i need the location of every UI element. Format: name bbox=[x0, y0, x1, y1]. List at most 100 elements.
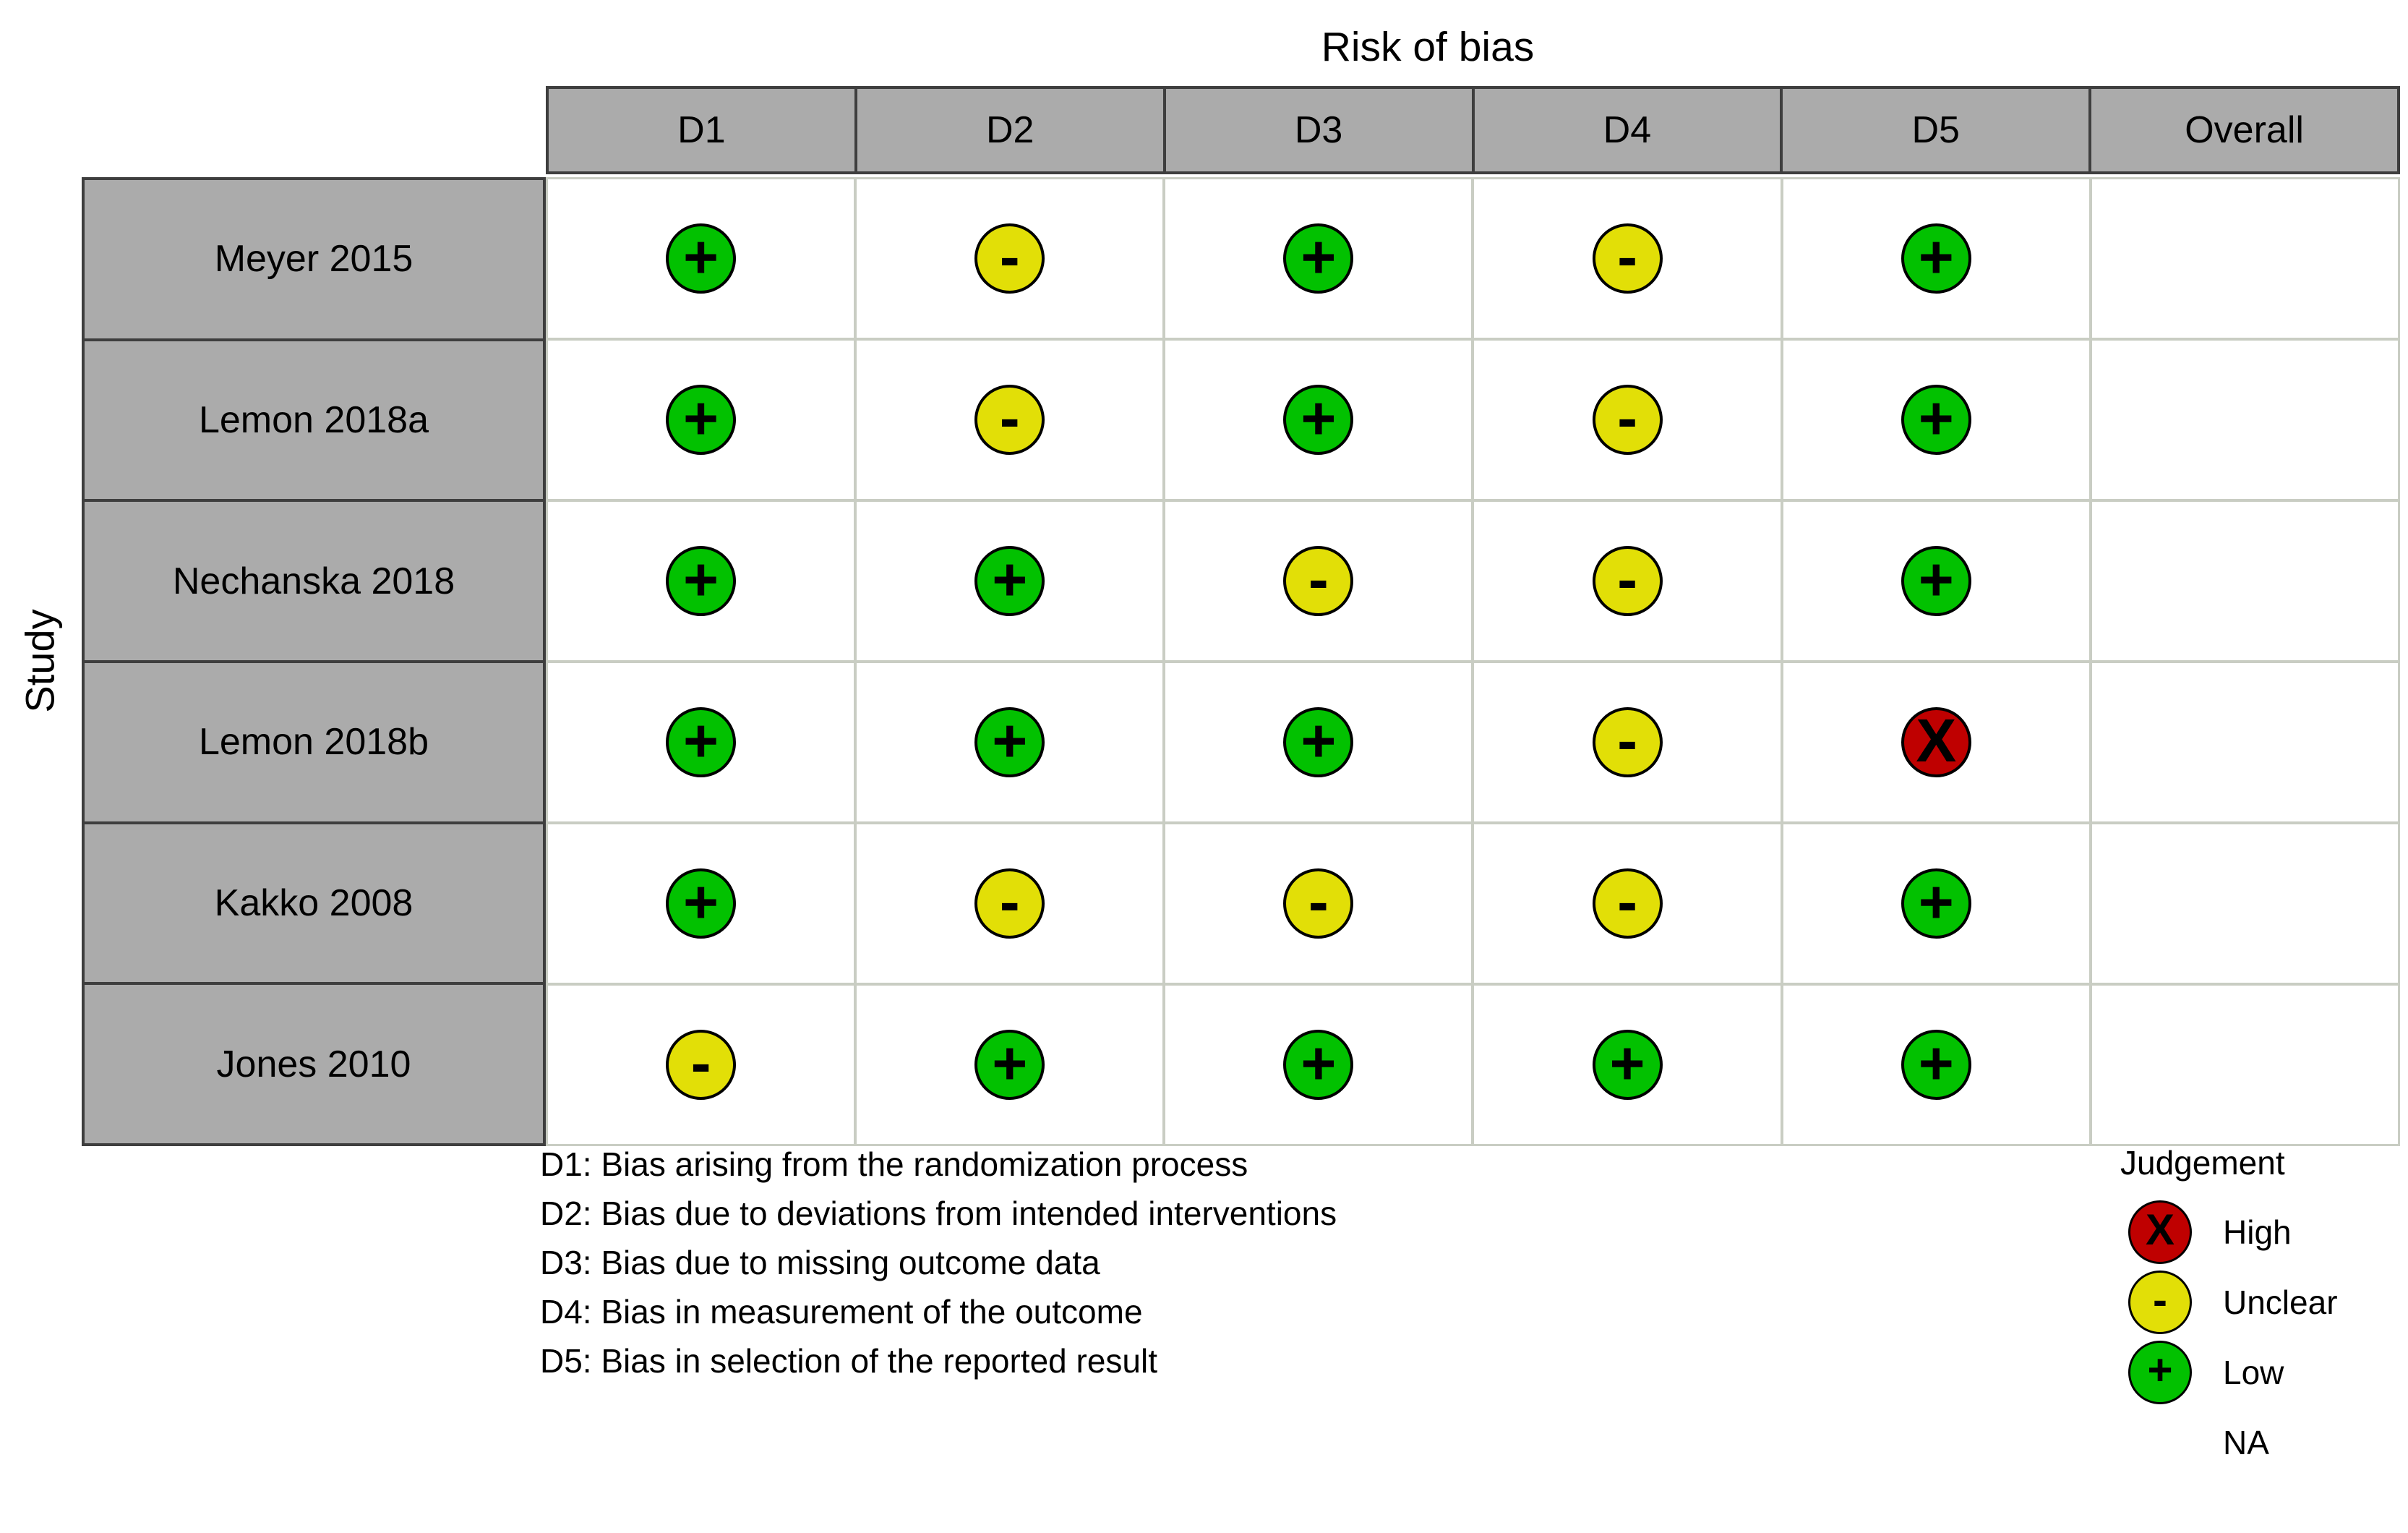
judgement-unclear-icon: - bbox=[1592, 868, 1663, 939]
judgement-legend: Judgement X High - Unclear + Low NA bbox=[2120, 1146, 2408, 1477]
legend-high-icon: X bbox=[2128, 1200, 2192, 1264]
column-header-d2: D2 bbox=[857, 89, 1163, 171]
judgement-unclear-icon: - bbox=[1283, 868, 1354, 939]
judgement-low-icon: + bbox=[1283, 223, 1354, 294]
judgement-cell-d5: + bbox=[1783, 179, 2089, 338]
judgement-matrix: + - + - + + - + - + + + - - + + + + - X + - - - + - + + + + bbox=[546, 177, 2400, 1146]
judgement-unclear-icon: - bbox=[974, 223, 1045, 294]
judgement-cell-d3: + bbox=[1165, 663, 1472, 821]
judgement-cell-d2: - bbox=[857, 824, 1163, 983]
judgement-unclear-icon: - bbox=[974, 868, 1045, 939]
judgement-low-icon: + bbox=[1283, 707, 1354, 777]
domain-footnotes: D1: Bias arising from the randomization … bbox=[540, 1140, 1337, 1385]
legend-item-label: NA bbox=[2223, 1423, 2269, 1461]
judgement-cell-d2: - bbox=[857, 179, 1163, 338]
judgement-cell-d4: - bbox=[1474, 502, 1781, 660]
domain-footnote: D4: Bias in measurement of the outcome bbox=[540, 1293, 1143, 1331]
column-header-d1: D1 bbox=[549, 89, 854, 171]
judgement-unclear-icon: - bbox=[666, 1030, 737, 1100]
legend-unclear-icon: - bbox=[2128, 1270, 2192, 1334]
legend-items: X High - Unclear + Low NA bbox=[2120, 1197, 2408, 1477]
judgement-cell-overall bbox=[2091, 824, 2398, 983]
study-row-label: Nechanska 2018 bbox=[85, 502, 543, 660]
judgement-low-icon: + bbox=[974, 1030, 1045, 1100]
legend-item-unclear: - Unclear bbox=[2120, 1267, 2408, 1337]
judgement-cell-d1: + bbox=[548, 341, 854, 499]
judgement-cell-d2: + bbox=[857, 502, 1163, 660]
judgement-low-icon: + bbox=[974, 546, 1045, 616]
domain-footnote: D5: Bias in selection of the reported re… bbox=[540, 1342, 1158, 1380]
judgement-cell-d4: - bbox=[1474, 341, 1781, 499]
judgement-cell-overall bbox=[2091, 663, 2398, 821]
judgement-cell-overall bbox=[2091, 341, 2398, 499]
judgement-unclear-icon: - bbox=[1592, 546, 1663, 616]
judgement-cell-d1: + bbox=[548, 824, 854, 983]
judgement-low-icon: + bbox=[1592, 1030, 1663, 1100]
legend-title: Judgement bbox=[2120, 1144, 2285, 1182]
judgement-high-icon: X bbox=[1901, 707, 1971, 777]
judgement-low-icon: + bbox=[1901, 1030, 1971, 1100]
legend-item-na: NA bbox=[2120, 1407, 2408, 1477]
judgement-unclear-icon: - bbox=[974, 385, 1045, 455]
judgement-cell-d5: X bbox=[1783, 663, 2089, 821]
judgement-cell-d5: + bbox=[1783, 824, 2089, 983]
judgement-cell-d4: - bbox=[1474, 663, 1781, 821]
study-label-column: Meyer 2015 Lemon 2018a Nechanska 2018 Lemon… bbox=[82, 177, 546, 1146]
judgement-cell-d5: + bbox=[1783, 986, 2089, 1144]
judgement-cell-d4: - bbox=[1474, 824, 1781, 983]
column-header-d3: D3 bbox=[1165, 89, 1472, 171]
judgement-low-icon: + bbox=[666, 223, 737, 294]
judgement-low-icon: + bbox=[1283, 385, 1354, 455]
legend-item-label: Low bbox=[2223, 1353, 2284, 1391]
judgement-low-icon: + bbox=[1901, 546, 1971, 616]
judgement-low-icon: + bbox=[1901, 223, 1971, 294]
chart-title: Risk of bias bbox=[1321, 24, 1535, 70]
judgement-cell-d2: + bbox=[857, 663, 1163, 821]
legend-item-label: High bbox=[2223, 1213, 2292, 1251]
judgement-cell-d3: - bbox=[1165, 502, 1472, 660]
judgement-cell-d3: + bbox=[1165, 341, 1472, 499]
judgement-cell-d4: + bbox=[1474, 986, 1781, 1144]
domain-footnote: D2: Bias due to deviations from intended… bbox=[540, 1195, 1337, 1232]
judgement-cell-d2: + bbox=[857, 986, 1163, 1144]
legend-low-icon: + bbox=[2128, 1340, 2192, 1404]
judgement-cell-overall bbox=[2091, 179, 2398, 338]
judgement-low-icon: + bbox=[666, 385, 737, 455]
legend-item-high: X High bbox=[2120, 1197, 2408, 1267]
judgement-cell-d4: - bbox=[1474, 179, 1781, 338]
judgement-cell-d5: + bbox=[1783, 502, 2089, 660]
judgement-cell-d3: + bbox=[1165, 179, 1472, 338]
column-header-overall: Overall bbox=[2091, 89, 2397, 171]
judgement-cell-overall bbox=[2091, 502, 2398, 660]
judgement-cell-d1: - bbox=[548, 986, 854, 1144]
judgement-cell-overall bbox=[2091, 986, 2398, 1144]
study-row-label: Lemon 2018a bbox=[85, 341, 543, 500]
judgement-low-icon: + bbox=[1901, 385, 1971, 455]
column-header-d4: D4 bbox=[1474, 89, 1781, 171]
legend-item-low: + Low bbox=[2120, 1337, 2408, 1407]
judgement-unclear-icon: - bbox=[1283, 546, 1354, 616]
judgement-unclear-icon: - bbox=[1592, 223, 1663, 294]
judgement-low-icon: + bbox=[974, 707, 1045, 777]
judgement-unclear-icon: - bbox=[1592, 385, 1663, 455]
judgement-cell-d1: + bbox=[548, 663, 854, 821]
domain-footnote: D1: Bias arising from the randomization … bbox=[540, 1145, 1248, 1183]
study-row-label: Jones 2010 bbox=[85, 985, 543, 1143]
judgement-unclear-icon: - bbox=[1592, 707, 1663, 777]
judgement-cell-d1: + bbox=[548, 502, 854, 660]
study-row-label: Meyer 2015 bbox=[85, 180, 543, 338]
domain-header-row: D1 D2 D3 D4 D5 Overall bbox=[546, 86, 2400, 174]
judgement-low-icon: + bbox=[666, 707, 737, 777]
judgement-low-icon: + bbox=[1901, 868, 1971, 939]
judgement-low-icon: + bbox=[666, 546, 737, 616]
column-header-d5: D5 bbox=[1783, 89, 2089, 171]
judgement-low-icon: + bbox=[1283, 1030, 1354, 1100]
judgement-low-icon: + bbox=[666, 868, 737, 939]
legend-item-label: Unclear bbox=[2223, 1283, 2338, 1321]
judgement-cell-d3: - bbox=[1165, 824, 1472, 983]
y-axis-label: Study bbox=[17, 609, 63, 713]
judgement-cell-d5: + bbox=[1783, 341, 2089, 499]
study-row-label: Kakko 2008 bbox=[85, 824, 543, 983]
domain-footnote: D3: Bias due to missing outcome data bbox=[540, 1244, 1100, 1281]
